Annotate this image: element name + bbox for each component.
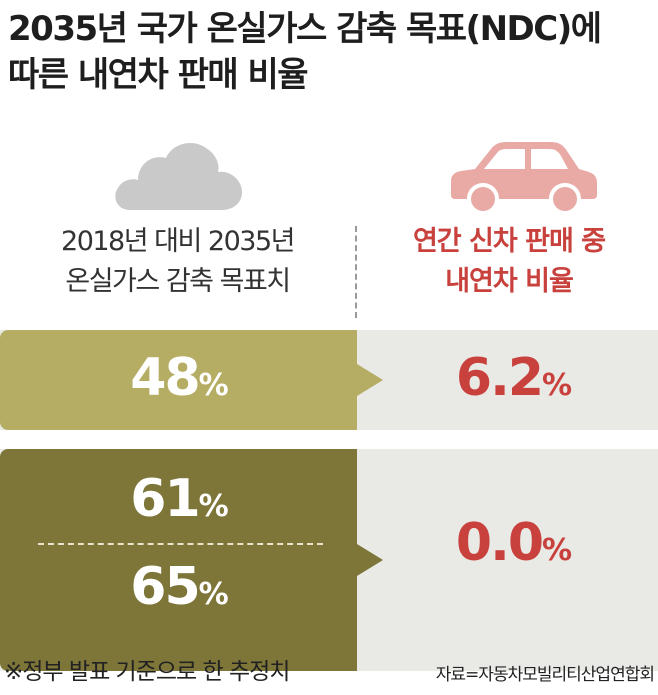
right-header-line-2: 내연차 비율 — [445, 266, 574, 297]
row-2: 61% 65% 0.0% — [0, 449, 658, 671]
row-2-share-value: 0.0% — [455, 513, 572, 573]
cloud-icon — [115, 143, 242, 210]
row-2-target-value-b: 65% — [130, 557, 228, 617]
row-1-share-value: 6.2% — [455, 348, 572, 408]
left-header-line-1: 2018년 대비 2035년 — [61, 226, 295, 257]
title-line-2: 따른 내연차 판매 비율 — [8, 55, 309, 95]
row-1-arrow-icon — [357, 364, 383, 396]
header-divider — [355, 226, 357, 318]
left-header-line-2: 온실가스 감축 목표치 — [65, 266, 291, 297]
page-title: 2035년 국가 온실가스 감축 목표(NDC)에 따른 내연차 판매 비율 — [8, 6, 653, 98]
row-1: 48% 6.2% — [0, 330, 658, 430]
row-2-arrow-icon — [357, 544, 383, 576]
row-2-inner-divider — [38, 543, 323, 545]
footer-note: ※정부 발표 기준으로 한 추정치 — [4, 659, 290, 685]
right-header-line-1: 연간 신차 판매 중 — [412, 226, 606, 257]
row-2-target-value-a: 61% — [130, 469, 228, 529]
right-column-header: 연간 신차 판매 중 내연차 비율 — [360, 222, 658, 302]
car-icon — [451, 142, 597, 211]
footer-source: 자료=자동차모빌리티산업연합회 — [435, 665, 655, 685]
title-line-1: 2035년 국가 온실가스 감축 목표(NDC)에 — [8, 9, 602, 49]
row-2-target-box — [0, 449, 357, 671]
row-1-target-value: 48% — [130, 348, 228, 408]
left-column-header: 2018년 대비 2035년 온실가스 감축 목표치 — [0, 222, 355, 302]
row-1-target-box — [0, 330, 357, 430]
